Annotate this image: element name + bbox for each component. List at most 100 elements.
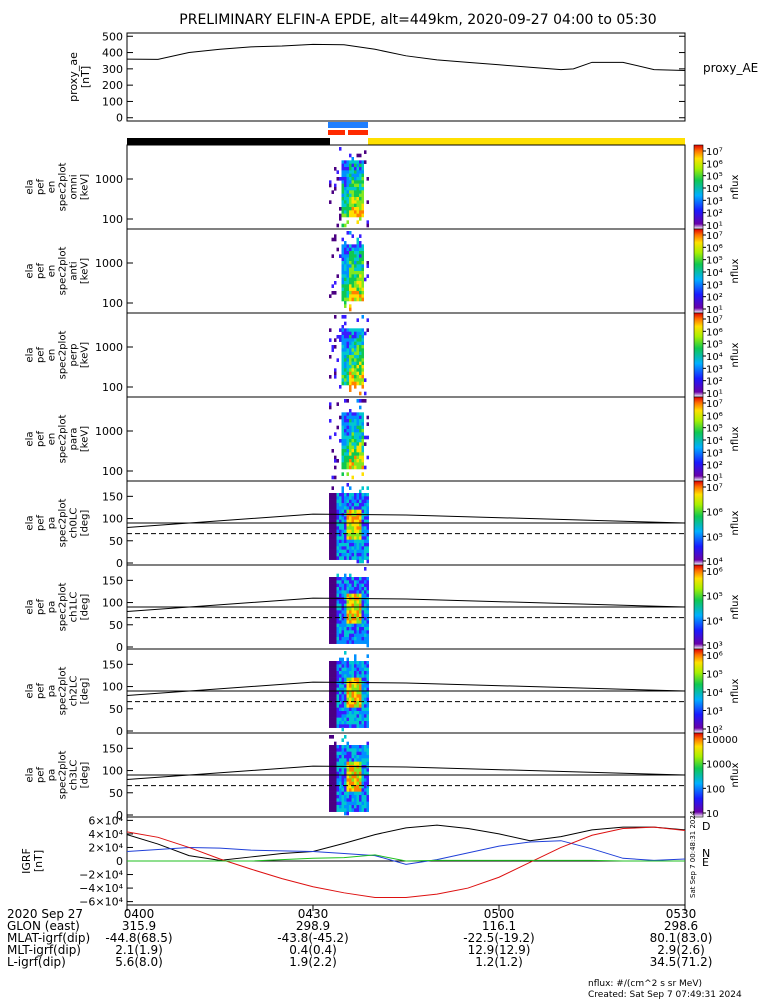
spec-panel-para-data-cell: [346, 459, 349, 463]
pa-panel-ch3LC-data-cell: [359, 785, 362, 789]
pa-panel-ch3LC-data-cell: [351, 751, 354, 756]
spec-panel-perp-data-cell: [356, 341, 359, 346]
pa-panel-ch0LC-data-cell: [359, 503, 362, 507]
spec-panel-anti-data-cell: [346, 281, 349, 285]
spec-panel-omni-data-cell: [359, 177, 362, 181]
spec-panel-anti-data-cell: [344, 271, 347, 275]
spec-panel-perp-data-cell: [354, 341, 357, 346]
pa-panel-ch0LC-data-cell: [356, 559, 359, 564]
spec-panel-omni-data-cell: [351, 203, 354, 208]
spec-panel-para-data-cell: [344, 399, 347, 403]
igrf-legend-d: D: [702, 820, 710, 833]
spec-panel-para-data-cell: [356, 449, 359, 453]
pa-panel-ch1LC-data-cell: [336, 590, 339, 594]
spec-panel-omni-data-cell: [341, 173, 344, 178]
spec-panel-anti-data-cell: [349, 281, 352, 285]
pa-panel-ch0LC-data-cell: [354, 529, 357, 534]
pa-panel-ch0LC-data-cell: [366, 546, 369, 550]
pa-panel-ch3LC-data-cell: [356, 751, 359, 756]
pa-panel-ch2LC-data-cell: [346, 707, 349, 712]
pa-panel-ch2LC-data-cell: [329, 714, 332, 718]
spec-panel-perp-data-cell: [351, 328, 354, 332]
pa-panel-ch0LC-data-cell: [349, 523, 352, 527]
spec-panel-omni-data-cell: [341, 223, 344, 228]
pa-panel-ch1LC-data-cell: [366, 630, 369, 634]
pa-panel-ch3LC-data-cell: [361, 775, 364, 779]
spec-panel-perp-data-cell: [361, 348, 364, 352]
igrf-ylabel-line: [nT]: [32, 850, 45, 872]
pa-panel-ch3LC-data-cell: [336, 745, 339, 749]
spec-panel-para-data-cell: [351, 442, 354, 446]
pa-panel-ch0LC-data-cell: [351, 523, 354, 527]
pa-panel-ch1LC-data-cell: [346, 593, 349, 598]
pa-panel-ch1LC-data-cell: [334, 637, 337, 641]
pa-panel-ch2LC-data-cell: [334, 677, 337, 682]
pa-panel-ch0LC-data-cell: [331, 553, 334, 557]
spec-panel-para-data-cell: [361, 455, 364, 460]
pa-panel-ch1LC-data-cell: [349, 603, 352, 608]
pa-panel-ch2LC-data-cell: [339, 657, 342, 662]
pa-panel-ch2LC-data-cell: [349, 714, 352, 718]
pa-panel-ch3LC-data-cell: [341, 791, 344, 796]
pa-panel-ch0LC-data-cell: [359, 506, 362, 510]
pa-panel-ch0LC-data-cell: [364, 553, 367, 557]
pa-panel-ch1LC-data-cell: [366, 603, 369, 608]
pa-panel-ch1LC-data-cell: [361, 630, 364, 634]
pa-panel-ch0LC-data-cell: [356, 493, 359, 497]
pa-panel-ch2LC-ylabel-line: pa: [47, 685, 58, 697]
spec-panel-anti-data-cell: [356, 251, 359, 255]
pa-panel-ch0LC-data-cell: [351, 516, 354, 520]
spec-panel-anti-data-cell: [359, 277, 362, 282]
spec-panel-omni-data-cell: [341, 193, 344, 198]
pa-panel-ch0LC-data-cell: [354, 546, 357, 550]
pa-panel-ch2LC-data-cell: [334, 717, 337, 722]
spec-panel-perp-data-cell: [349, 361, 352, 366]
pa-panel-ch0LC-data-cell: [336, 556, 339, 560]
pa-panel-ch2LC-data-cell: [351, 664, 354, 668]
pa-panel-ch3LC-data-cell: [334, 791, 337, 796]
spec-panel-omni-data-cell: [361, 207, 364, 211]
pa-panel-ch3LC-data-cell: [334, 805, 337, 809]
spec-panel-anti-data-cell: [344, 267, 347, 272]
spec-panel-anti-data-cell: [341, 294, 344, 298]
pa-panel-ch0LC-data-cell: [329, 533, 332, 537]
spec-panel-perp-data-cell: [344, 361, 347, 366]
spec-panel-anti-data-cell: [359, 254, 362, 258]
pa-panel-ch0LC-ylabel-line: pa: [47, 517, 58, 529]
pa-panel-ch2LC-data-cell: [349, 684, 352, 688]
spec-panel-anti-data-cell: [341, 267, 344, 272]
pa-panel-ch2LC-data-cell: [356, 691, 359, 695]
pa-panel-ch2LC-data-cell: [339, 704, 342, 708]
spec-panel-omni-data-cell: [356, 197, 359, 201]
pa-panel-ch2LC-data-cell: [331, 711, 334, 715]
spec-panel-anti-colorbar-tick-label: 10²: [706, 293, 723, 304]
pa-panel-ch3LC-data-cell: [334, 801, 337, 806]
pa-panel-ch1LC-data-cell: [331, 583, 334, 588]
pa-panel-ch3LC-data-cell: [361, 798, 364, 802]
pa-panel-ch1LC-data-cell: [344, 633, 347, 638]
pa-panel-ch2LC-data-cell: [359, 701, 362, 705]
pa-panel-ch0LC-data-cell: [346, 493, 349, 497]
spec-panel-perp-data-cell: [354, 358, 357, 362]
spec-panel-omni-data-cell: [356, 177, 359, 181]
pa-panel-ch2LC-data-cell: [361, 701, 364, 705]
spec-panel-perp-data-cell: [341, 368, 344, 372]
pa-panel-ch0LC-data-cell: [344, 526, 347, 530]
pa-panel-ch3LC-data-cell: [331, 808, 334, 812]
spec-panel-anti-data-cell: [359, 281, 362, 285]
pa-panel-ch3LC-data-cell: [346, 758, 349, 762]
spec-panel-perp-data-cell: [359, 355, 362, 359]
spec-panel-omni-data-cell: [354, 183, 357, 188]
pa-panel-ch0LC-data-cell: [356, 519, 359, 524]
pa-panel-ch1LC-data-cell: [346, 627, 349, 631]
pa-panel-ch0LC-data-cell: [366, 526, 369, 530]
pa-panel-ch2LC-ytick-label: 50: [109, 703, 123, 716]
pa-panel-ch2LC-data-cell: [344, 687, 347, 692]
spec-panel-para-data-cell: [361, 459, 364, 463]
pa-panel-ch2LC-data-cell: [356, 714, 359, 718]
spec-panel-para-data-cell: [356, 455, 359, 460]
pa-panel-ch0LC-data-cell: [329, 546, 332, 550]
spec-panel-perp-ylabel-line: [keV]: [80, 342, 91, 368]
pa-panel-ch2LC-data-cell: [359, 677, 362, 682]
